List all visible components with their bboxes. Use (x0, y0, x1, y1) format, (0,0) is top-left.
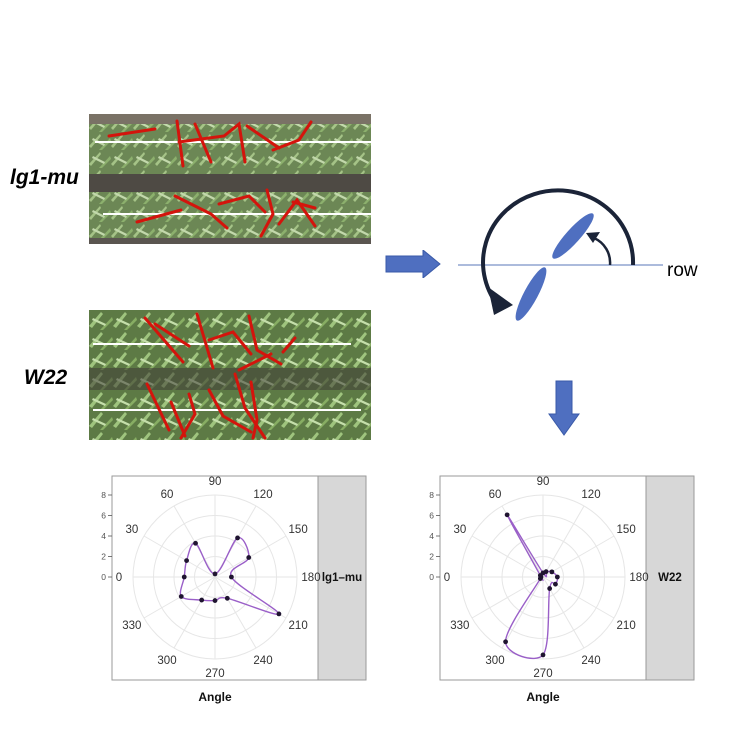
leaf-traces (107, 119, 317, 238)
field-photo-lg1-mu (89, 114, 371, 244)
small-angle-arrowhead-icon (586, 232, 600, 243)
grid-spoke (214, 576, 257, 649)
data-point (554, 574, 560, 580)
angle-tick-label: 30 (453, 524, 466, 536)
radial-tick-label: 0 (429, 572, 434, 582)
angle-tick-label: 330 (122, 620, 141, 632)
radial-tick-label: 8 (429, 490, 434, 500)
grid-spoke (471, 576, 544, 619)
angle-tick-label: 180 (301, 572, 320, 584)
facet-strip-label: W22 (658, 572, 682, 584)
angle-tick-label: 330 (450, 620, 469, 632)
x-axis-title: Angle (198, 690, 232, 704)
rotation-arc-icon (481, 188, 636, 310)
angle-tick-label: 30 (125, 524, 138, 536)
leaf-angle-icon (515, 267, 547, 321)
arrow-right-icon (385, 250, 441, 278)
grid-spoke (143, 535, 216, 578)
grid-spoke (542, 535, 615, 578)
angle-tick-label: 120 (253, 489, 272, 501)
data-point (212, 571, 218, 577)
facet-strip (645, 475, 695, 681)
angle-tick-label: 120 (581, 489, 600, 501)
data-point (229, 574, 234, 580)
angle-tick-label: 60 (161, 489, 174, 501)
field-photo-w22 (89, 310, 371, 440)
leaf-traces (143, 312, 297, 440)
radial-tick-label: 6 (101, 511, 106, 521)
data-point (540, 652, 546, 658)
data-point (246, 555, 252, 560)
leaf-angle-diagram (458, 188, 663, 321)
genotype-label-lg1-mu: lg1-mu (10, 166, 79, 189)
angle-tick-label: 150 (617, 524, 636, 536)
data-point (549, 569, 555, 575)
facet-strip-label: lg1–mu (322, 572, 362, 584)
data-point (178, 594, 184, 599)
angle-tick-label: 270 (533, 668, 552, 680)
data-point (199, 597, 205, 603)
angle-tick-label: 240 (253, 655, 272, 667)
rotation-arrowhead-icon (488, 287, 513, 315)
grid-spoke (501, 576, 544, 649)
row-label: row (667, 260, 698, 281)
radial-tick-label: 2 (101, 552, 106, 562)
grid-spoke (173, 576, 216, 649)
data-point (543, 569, 549, 575)
angle-tick-label: 180 (629, 572, 648, 584)
genotype-label-w22: W22 (24, 366, 68, 389)
field-photo-w22-image (89, 310, 371, 440)
grid-spoke (214, 576, 287, 619)
radial-tick-label: 2 (429, 552, 434, 562)
angle-tick-label: 300 (485, 655, 504, 667)
radial-tick-label: 4 (101, 531, 106, 541)
radial-tick-label: 4 (429, 531, 434, 541)
facet-strip (317, 475, 367, 681)
angle-tick-label: 0 (116, 572, 122, 584)
angle-tick-label: 150 (289, 524, 308, 536)
radial-tick-label: 0 (101, 572, 106, 582)
radial-tick-label: 6 (429, 511, 434, 521)
data-point (537, 576, 543, 581)
angle-tick-label: 270 (205, 668, 224, 680)
small-angle-arc-icon (593, 236, 612, 266)
angle-tick-label: 60 (489, 489, 502, 501)
data-point (276, 611, 282, 617)
leaf-angle-icon (552, 213, 594, 259)
angle-tick-label: 240 (581, 655, 600, 667)
arrow-down-icon (548, 380, 580, 436)
angle-tick-label: 300 (157, 655, 176, 667)
x-axis-title: Angle (526, 690, 560, 704)
grid-spoke (542, 505, 585, 578)
grid-spoke (471, 535, 544, 578)
data-point (181, 574, 187, 580)
angle-tick-label: 0 (444, 572, 450, 584)
polar-chart-w22: 030609012015018021024027030033002468W22A… (429, 475, 695, 704)
angle-tick-label: 210 (617, 620, 636, 632)
data-point (503, 639, 508, 645)
data-point (547, 586, 553, 591)
data-point (212, 598, 218, 603)
data-point (224, 595, 230, 601)
data-point (235, 535, 240, 541)
angle-tick-label: 90 (537, 476, 550, 488)
data-point (504, 512, 510, 518)
polar-chart-lg1-mu: 030609012015018021024027030033002468lg1–… (101, 475, 367, 704)
radial-tick-label: 8 (101, 490, 106, 500)
field-photo-lg1-mu-image (89, 114, 371, 244)
angle-tick-label: 90 (209, 476, 222, 488)
data-point (193, 540, 198, 546)
data-point (184, 558, 189, 563)
data-point (553, 581, 558, 587)
angle-tick-label: 210 (289, 620, 308, 632)
